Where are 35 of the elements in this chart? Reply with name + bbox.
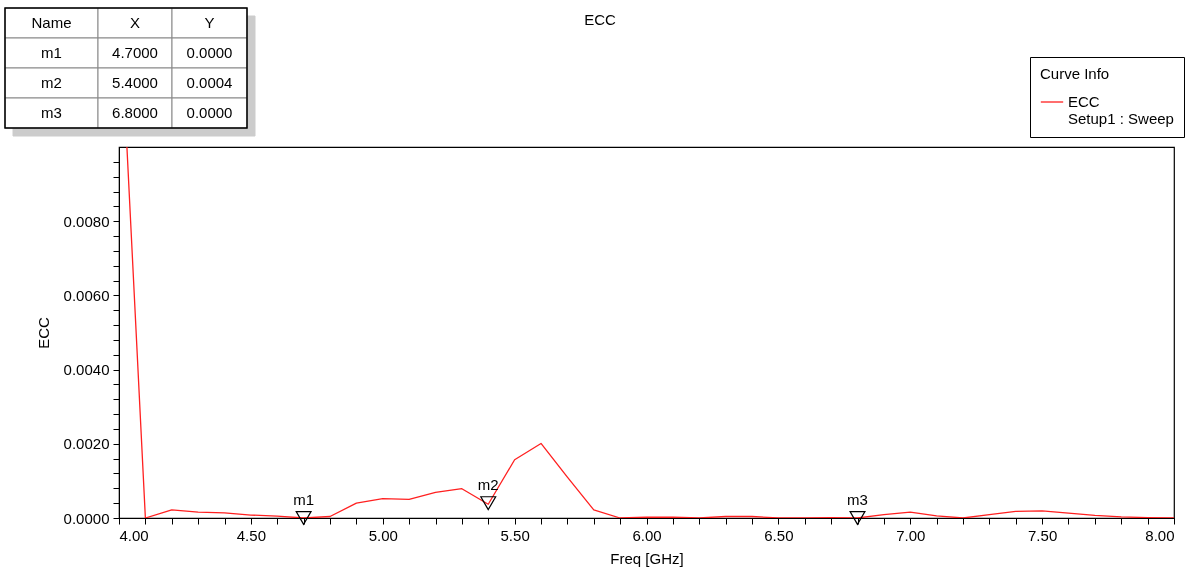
text: 0.0000	[186, 104, 233, 121]
x-tick-label: 4.50	[236, 526, 266, 544]
y-tick-label: 0.0060	[63, 286, 110, 304]
x-tick-label: 6.00	[632, 526, 662, 544]
text: Setup1 : Sweep	[1068, 110, 1174, 127]
text: Name	[31, 14, 72, 31]
text: 6.8000	[112, 104, 158, 121]
annotation: m2	[477, 476, 499, 494]
text: 4.7000	[112, 44, 158, 61]
x-tick-label: 4.00	[119, 526, 149, 544]
x-axis-title: Freq [GHz]	[610, 549, 684, 567]
legend-title: Curve Info	[1040, 65, 1110, 82]
x-tick-label: 5.50	[500, 526, 530, 544]
text: m2	[41, 74, 62, 91]
x-tick-label: 6.50	[764, 526, 794, 544]
text: Y	[204, 14, 215, 31]
y-tick-label: 0.0080	[63, 212, 110, 230]
x-tick-label: 8.00	[1145, 526, 1175, 544]
annotation: m3	[847, 491, 868, 508]
text: m3	[41, 104, 62, 121]
y-tick-label: 0.0000	[63, 509, 110, 527]
chart-title: ECC	[584, 11, 616, 28]
text: 0.0000	[186, 44, 233, 61]
text: m1	[41, 44, 62, 61]
x-tick-label: 7.50	[1028, 526, 1058, 544]
y-tick-label: 0.0020	[63, 435, 110, 453]
x-tick-label: 7.00	[896, 526, 926, 544]
y-axis-title: ECC	[34, 317, 52, 349]
text: X	[129, 14, 141, 31]
text: 0.0004	[186, 74, 233, 91]
y-tick-label: 0.0040	[63, 361, 110, 379]
annotation: m1	[293, 491, 315, 508]
x-tick-label: 5.00	[368, 526, 398, 544]
text: 5.4000	[112, 74, 158, 91]
legend-label: ECC	[1068, 93, 1100, 110]
